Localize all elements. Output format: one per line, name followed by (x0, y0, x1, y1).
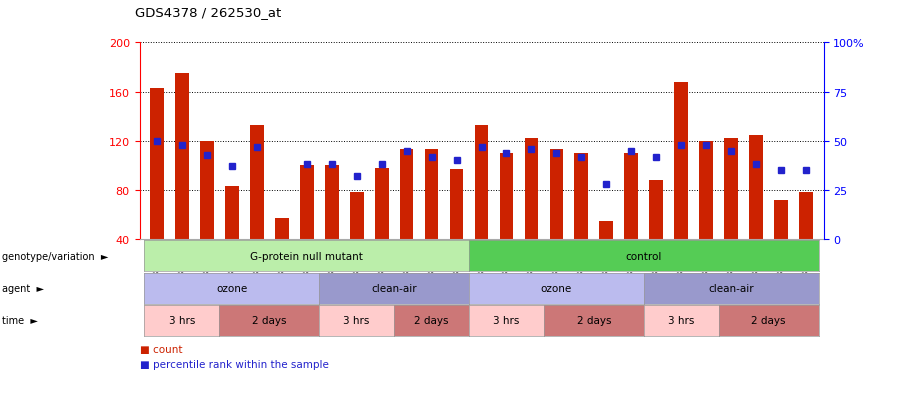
Bar (350, 193, 364, 240)
Bar (300, 166, 313, 240)
Text: ozone: ozone (541, 283, 572, 294)
Text: 2 days: 2 days (252, 316, 286, 326)
Bar (500, 154, 513, 240)
Bar (374, 169, 389, 240)
Text: clean-air: clean-air (372, 283, 417, 294)
Text: time  ►: time ► (2, 316, 38, 326)
Text: agent  ►: agent ► (2, 283, 44, 294)
Text: 2 days: 2 days (752, 316, 786, 326)
Text: 2 days: 2 days (577, 316, 611, 326)
Bar (176, 74, 189, 240)
Text: 2 days: 2 days (414, 316, 449, 326)
Text: control: control (626, 251, 662, 261)
Text: 3 hrs: 3 hrs (668, 316, 695, 326)
Bar (450, 170, 464, 240)
Bar (425, 150, 438, 240)
Bar (474, 126, 489, 240)
Text: 3 hrs: 3 hrs (169, 316, 195, 326)
Text: ■ count: ■ count (140, 344, 182, 354)
Bar (625, 154, 638, 240)
Bar (774, 200, 788, 240)
Bar (674, 83, 688, 240)
Bar (599, 221, 613, 240)
Text: 3 hrs: 3 hrs (493, 316, 519, 326)
Bar (699, 141, 713, 240)
Text: clean-air: clean-air (708, 283, 754, 294)
Text: ■ percentile rank within the sample: ■ percentile rank within the sample (140, 359, 328, 369)
Bar (400, 150, 413, 240)
Bar (724, 139, 738, 240)
Bar (274, 219, 289, 240)
Bar (799, 193, 813, 240)
Bar (250, 126, 264, 240)
Bar (525, 139, 538, 240)
Text: 3 hrs: 3 hrs (344, 316, 370, 326)
Bar (749, 135, 763, 240)
Bar (550, 150, 563, 240)
Text: ozone: ozone (216, 283, 248, 294)
Text: genotype/variation  ►: genotype/variation ► (2, 251, 108, 261)
Text: G-protein null mutant: G-protein null mutant (250, 251, 364, 261)
Bar (150, 89, 164, 240)
Bar (325, 166, 338, 240)
Bar (225, 187, 238, 240)
Text: GDS4378 / 262530_at: GDS4378 / 262530_at (135, 6, 281, 19)
Bar (574, 154, 589, 240)
Bar (650, 180, 663, 240)
Bar (200, 141, 214, 240)
